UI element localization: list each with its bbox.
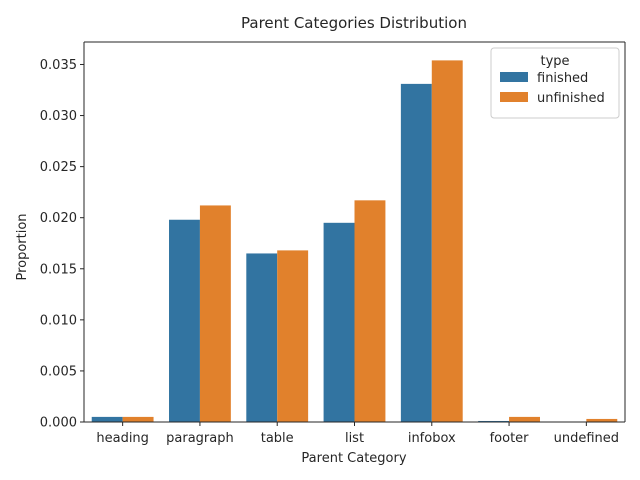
bar-finished-table bbox=[246, 253, 278, 422]
bar-finished-heading bbox=[91, 416, 123, 422]
y-tick-label: 0.030 bbox=[40, 109, 77, 124]
y-tick-label: 0.010 bbox=[40, 313, 77, 328]
plot-area: 0.000 0.005 0.010 0.015 0.020 0.025 0.030 0.035… bbox=[40, 41, 626, 446]
legend-label-unfinished: unfinished bbox=[537, 91, 605, 106]
x-tick-label: table bbox=[261, 431, 294, 446]
legend-swatch-finished bbox=[500, 72, 528, 82]
bar-finished-footer bbox=[478, 420, 510, 422]
bar-unfinished-paragraph bbox=[199, 205, 231, 422]
y-tick-label: 0.035 bbox=[40, 58, 77, 73]
y-tick-label: 0.015 bbox=[40, 262, 77, 277]
y-tick-label: 0.025 bbox=[40, 160, 77, 175]
legend-title: type bbox=[540, 54, 569, 69]
legend-label-finished: finished bbox=[537, 71, 588, 86]
x-tick-label: infobox bbox=[408, 431, 456, 446]
y-tick-label: 0.020 bbox=[40, 211, 77, 226]
x-tick-label: undefined bbox=[554, 431, 619, 446]
bar-unfinished-heading bbox=[122, 416, 154, 422]
y-tick-label: 0.005 bbox=[40, 364, 77, 379]
bar-unfinished-infobox bbox=[431, 60, 463, 423]
x-tick-label: list bbox=[345, 431, 364, 446]
x-tick-label: heading bbox=[96, 431, 149, 446]
bar-unfinished-footer bbox=[509, 416, 540, 422]
bar-unfinished-undefined bbox=[586, 418, 618, 422]
x-tick-label: paragraph bbox=[166, 431, 234, 446]
y-axis-label: Proportion bbox=[15, 213, 30, 280]
bar-unfinished-table bbox=[277, 250, 309, 422]
x-axis-label: Parent Category bbox=[301, 451, 406, 466]
bar-unfinished-list bbox=[354, 200, 386, 422]
chart-title: Parent Categories Distribution bbox=[241, 14, 467, 32]
bar-finished-list bbox=[323, 222, 355, 422]
y-tick-label: 0.000 bbox=[40, 416, 77, 431]
legend: type finished unfinished bbox=[490, 47, 620, 119]
bar-finished-infobox bbox=[400, 83, 432, 423]
bar-finished-paragraph bbox=[169, 219, 200, 422]
x-tick-label: footer bbox=[490, 431, 530, 446]
legend-swatch-unfinished bbox=[500, 92, 528, 102]
